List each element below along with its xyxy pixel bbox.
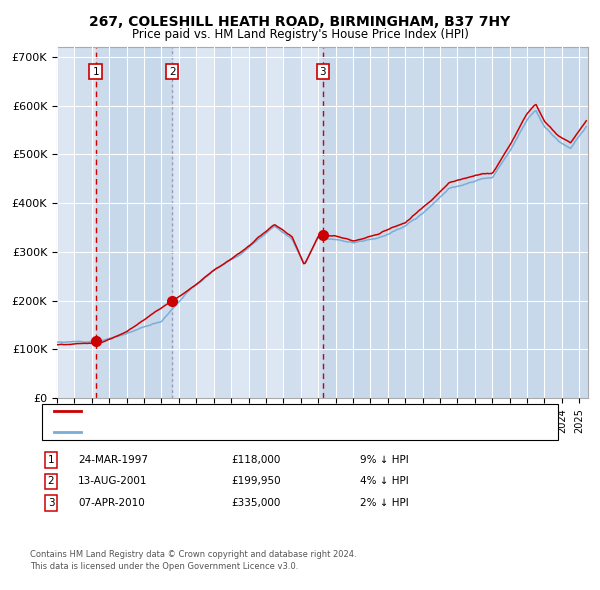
Text: 2: 2 bbox=[169, 67, 176, 77]
Text: HPI: Average price, detached house, Solihull: HPI: Average price, detached house, Soli… bbox=[84, 427, 305, 437]
Bar bbox=[353, 47, 370, 398]
Text: 267, COLESHILL HEATH ROAD, BIRMINGHAM, B37 7HY (detached house): 267, COLESHILL HEATH ROAD, BIRMINGHAM, B… bbox=[84, 407, 445, 416]
Text: Price paid vs. HM Land Registry's House Price Index (HPI): Price paid vs. HM Land Registry's House … bbox=[131, 28, 469, 41]
Text: 24-MAR-1997: 24-MAR-1997 bbox=[78, 455, 148, 465]
Text: 3: 3 bbox=[47, 498, 55, 507]
Bar bbox=[318, 47, 335, 398]
Bar bbox=[74, 47, 92, 398]
Bar bbox=[179, 47, 196, 398]
Text: 1: 1 bbox=[92, 67, 99, 77]
Text: 13-AUG-2001: 13-AUG-2001 bbox=[78, 477, 148, 486]
Bar bbox=[527, 47, 544, 398]
Bar bbox=[214, 47, 231, 398]
Text: 1: 1 bbox=[47, 455, 55, 465]
Text: £199,950: £199,950 bbox=[231, 477, 281, 486]
Text: 2% ↓ HPI: 2% ↓ HPI bbox=[360, 498, 409, 507]
Bar bbox=[457, 47, 475, 398]
Bar bbox=[323, 47, 588, 398]
Text: Contains HM Land Registry data © Crown copyright and database right 2024.: Contains HM Land Registry data © Crown c… bbox=[30, 550, 356, 559]
Text: 07-APR-2010: 07-APR-2010 bbox=[78, 498, 145, 507]
Bar bbox=[248, 47, 266, 398]
Bar bbox=[283, 47, 301, 398]
Text: This data is licensed under the Open Government Licence v3.0.: This data is licensed under the Open Gov… bbox=[30, 562, 298, 571]
Text: 3: 3 bbox=[320, 67, 326, 77]
Text: £118,000: £118,000 bbox=[231, 455, 280, 465]
Bar bbox=[562, 47, 579, 398]
Text: 4% ↓ HPI: 4% ↓ HPI bbox=[360, 477, 409, 486]
Text: 267, COLESHILL HEATH ROAD, BIRMINGHAM, B37 7HY: 267, COLESHILL HEATH ROAD, BIRMINGHAM, B… bbox=[89, 15, 511, 29]
Bar bbox=[144, 47, 161, 398]
Text: 9% ↓ HPI: 9% ↓ HPI bbox=[360, 455, 409, 465]
Bar bbox=[95, 47, 172, 398]
Bar bbox=[388, 47, 405, 398]
Text: £335,000: £335,000 bbox=[231, 498, 280, 507]
Bar bbox=[422, 47, 440, 398]
Bar bbox=[492, 47, 509, 398]
Text: 2: 2 bbox=[47, 477, 55, 486]
Bar bbox=[109, 47, 127, 398]
